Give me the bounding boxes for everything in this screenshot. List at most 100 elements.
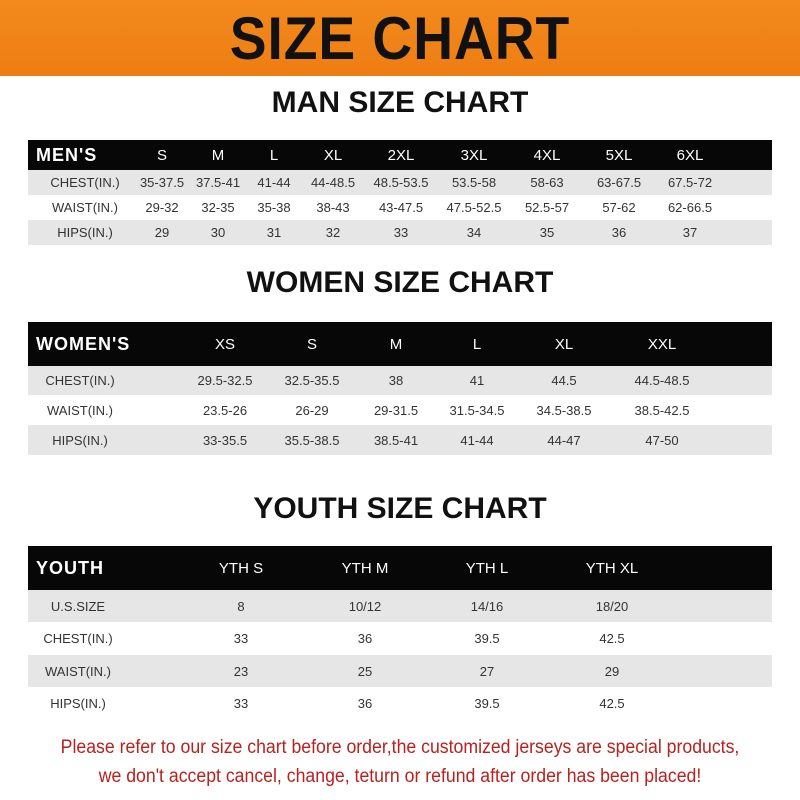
banner-title: SIZE CHART — [229, 4, 571, 72]
cell: 36 — [611, 225, 627, 240]
cell: 41-44 — [257, 175, 291, 190]
cell: 23.5-26 — [202, 402, 248, 418]
cell: 23 — [233, 663, 249, 679]
cell: S — [156, 146, 168, 164]
cell: 47-50 — [645, 432, 679, 448]
cell: 57-62 — [602, 200, 636, 215]
cell: 39.5 — [474, 631, 500, 646]
table-row: CHEST(IN.) 33 36 39.5 42.5 — [28, 622, 772, 655]
row-label: U.S.SIZE — [50, 598, 106, 614]
cell: 58-63 — [530, 175, 564, 190]
cell: 43-47.5 — [378, 200, 424, 215]
row-label: CHEST(IN.) — [50, 175, 120, 190]
cell: 35-38 — [257, 200, 291, 215]
size-chart-banner: SIZE CHART — [0, 0, 800, 76]
table-row: U.S.SIZE 8 10/12 14/16 18/20 — [28, 590, 772, 622]
cell: 38-43 — [316, 200, 350, 215]
cell: 34 — [466, 225, 482, 240]
table-row: CHEST(IN.) 29.5-32.5 32.5-35.5 38 41 44.5 44.5… — [28, 366, 772, 395]
cell: 35-37.5 — [139, 175, 185, 190]
cell: 39.5 — [474, 695, 500, 711]
cell: 31.5-34.5 — [449, 402, 505, 418]
cell: 3XL — [460, 146, 488, 164]
row-label: WAIST(IN.) — [47, 402, 113, 418]
cell: YTH L — [465, 559, 509, 577]
cell: 32-35 — [201, 200, 235, 215]
women-section-title: WOMEN SIZE CHART — [246, 266, 554, 299]
cell: 41 — [469, 373, 485, 388]
table-row: HIPS(IN.) 33 36 39.5 42.5 — [28, 687, 772, 719]
cell: L — [472, 335, 482, 353]
cell: 18/20 — [595, 598, 629, 614]
table-header-row: MEN'S S M L XL 2XL 3XL 4XL 5XL 6XL — [28, 140, 772, 170]
cell: YTH XL — [585, 559, 639, 577]
table-row: HIPS(IN.) 29 30 31 32 33 34 35 36 37 — [28, 220, 772, 245]
cell: 8 — [237, 598, 245, 614]
row-label: CHEST(IN.) — [43, 631, 113, 646]
cell: 10/12 — [348, 598, 382, 614]
notice-line-1: Please refer to our size chart before or… — [60, 737, 740, 758]
table-label: YOUTH — [36, 557, 104, 578]
cell: L — [269, 146, 279, 164]
cell: 29 — [154, 225, 170, 240]
cell: 38 — [388, 373, 404, 388]
cell: 32.5-35.5 — [284, 373, 340, 388]
cell: 42.5 — [599, 631, 625, 646]
cell: M — [211, 146, 225, 164]
table-row: WAIST(IN.) 29-32 32-35 35-38 38-43 43-47.5 47.… — [28, 195, 772, 220]
cell: 41-44 — [460, 432, 494, 448]
youth-section-title: YOUTH SIZE CHART — [253, 492, 547, 525]
youth-size-table: YOUTH YTH S YTH M YTH L YTH XL U.S.SIZE 8 10/12… — [28, 546, 772, 719]
cell: 35 — [539, 225, 555, 240]
cell: XL — [323, 146, 343, 164]
cell: 25 — [357, 663, 373, 679]
cell: 33 — [233, 631, 249, 646]
cell: 37.5-41 — [195, 175, 241, 190]
men-size-table: MEN'S S M L XL 2XL 3XL 4XL 5XL 6XL CHEST(IN.) 35-37… — [28, 140, 772, 245]
cell: 38.5-42.5 — [634, 402, 690, 418]
cell: 2XL — [387, 146, 415, 164]
row-label: HIPS(IN.) — [52, 432, 108, 448]
cell: 47.5-52.5 — [446, 200, 502, 215]
table-row: CHEST(IN.) 35-37.5 37.5-41 41-44 44-48.5 48.5… — [28, 170, 772, 195]
cell: 44-47 — [547, 432, 581, 448]
cell: 38.5-41 — [373, 432, 419, 448]
row-label: HIPS(IN.) — [57, 225, 113, 240]
men-section-title: MAN SIZE CHART — [271, 86, 529, 119]
cell: 62-66.5 — [667, 200, 713, 215]
cell: 29 — [604, 663, 620, 679]
cell: 67.5-72 — [667, 175, 713, 190]
cell: 26-29 — [295, 402, 329, 418]
cell: XL — [554, 335, 574, 353]
cell: M — [389, 335, 403, 353]
row-label: CHEST(IN.) — [45, 373, 115, 388]
table-label: MEN'S — [36, 144, 98, 165]
cell: 33 — [393, 225, 409, 240]
cell: 53.5-58 — [451, 175, 497, 190]
table-header-row: YOUTH YTH S YTH M YTH L YTH XL — [28, 546, 772, 590]
cell: 35.5-38.5 — [284, 432, 340, 448]
table-header-row: WOMEN'S XS S M L XL XXL — [28, 322, 772, 366]
cell: 36 — [357, 631, 373, 646]
row-label: WAIST(IN.) — [45, 663, 111, 679]
cell: 44.5 — [551, 373, 577, 388]
cell: 36 — [357, 695, 373, 711]
cell: 14/16 — [470, 598, 504, 614]
order-notice: Please refer to our size chart before or… — [28, 733, 772, 791]
cell: 34.5-38.5 — [536, 402, 592, 418]
cell: YTH M — [341, 559, 389, 577]
cell: 33 — [233, 695, 249, 711]
cell: 29-31.5 — [373, 402, 419, 418]
cell: 63-67.5 — [596, 175, 642, 190]
cell: 29-32 — [145, 200, 179, 215]
cell: 27 — [479, 663, 495, 679]
cell: 32 — [325, 225, 341, 240]
cell: YTH S — [218, 559, 264, 577]
cell: 42.5 — [599, 695, 625, 711]
cell: 31 — [266, 225, 282, 240]
cell: 44.5-48.5 — [634, 373, 690, 388]
women-size-table: WOMEN'S XS S M L XL XXL CHEST(IN.) 29.5-32.5 32.5… — [28, 322, 772, 455]
table-label: WOMEN'S — [36, 333, 131, 354]
cell: 30 — [210, 225, 226, 240]
cell: 4XL — [533, 146, 561, 164]
